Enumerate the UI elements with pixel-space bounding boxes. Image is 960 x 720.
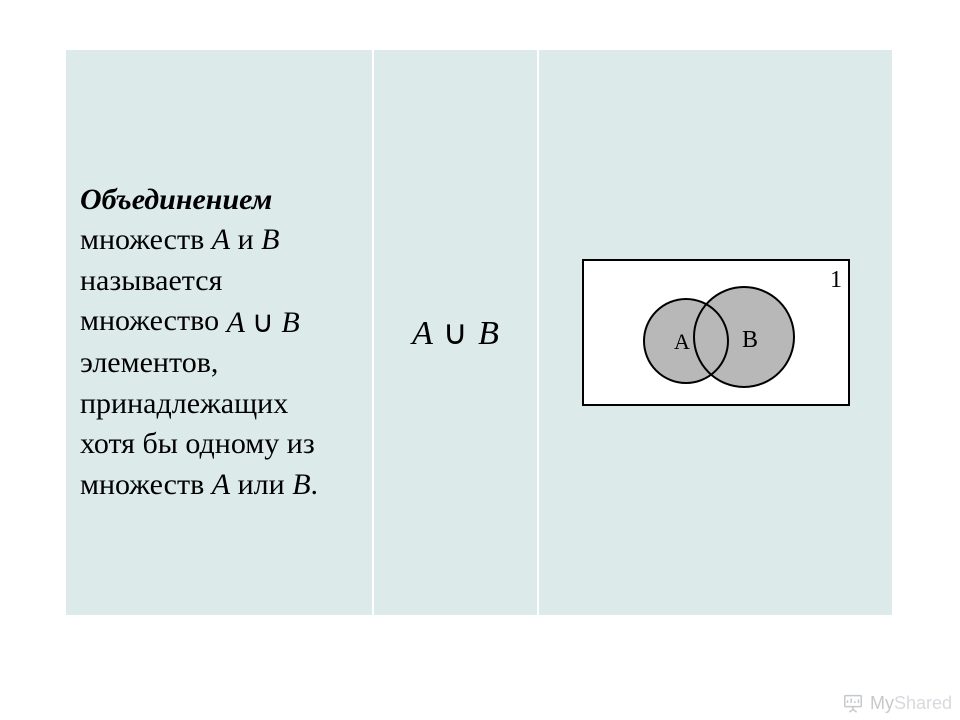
def-line8a: множеств bbox=[80, 468, 212, 501]
def-line8-var-a: А bbox=[212, 468, 230, 501]
def-line7: хотя бы одному из bbox=[80, 427, 315, 460]
diagram-cell: A B 1 bbox=[539, 50, 892, 615]
term: Объединением bbox=[80, 183, 272, 216]
def-var-a: A bbox=[212, 223, 230, 256]
def-line4: множество bbox=[80, 304, 219, 337]
def-line8-end: . bbox=[311, 468, 319, 501]
definition-cell: Объединением множеств A и В называется м… bbox=[66, 50, 374, 615]
def-line2b: и bbox=[230, 223, 261, 256]
venn-label-b: B bbox=[742, 327, 758, 353]
inline-formula-wrap: A ∪ B bbox=[227, 303, 333, 344]
def-line6: принадлежащих bbox=[80, 387, 288, 420]
venn-diagram: A B 1 bbox=[582, 259, 850, 406]
def-line5: элементов, bbox=[80, 346, 218, 379]
def-line8-var-b: В bbox=[292, 468, 310, 501]
union-formula: A ∪ B bbox=[412, 313, 499, 353]
definition-text: Объединением множеств A и В называется м… bbox=[80, 180, 333, 506]
content-panel: Объединением множеств A и В называется м… bbox=[66, 50, 892, 615]
inline-formula: A ∪ B bbox=[227, 306, 300, 339]
venn-label-a: A bbox=[674, 329, 690, 354]
slide-root: Объединением множеств A и В называется м… bbox=[0, 0, 960, 720]
watermark: MyShared bbox=[842, 692, 952, 714]
def-var-b: В bbox=[261, 223, 279, 256]
def-line3: называется bbox=[80, 264, 222, 297]
def-line8b: или bbox=[230, 468, 292, 501]
presentation-icon bbox=[842, 692, 864, 714]
venn-corner-label: 1 bbox=[830, 267, 842, 293]
def-line2a: множеств bbox=[80, 223, 212, 256]
formula-cell: A ∪ B bbox=[374, 50, 539, 615]
watermark-text: MyShared bbox=[870, 693, 952, 714]
